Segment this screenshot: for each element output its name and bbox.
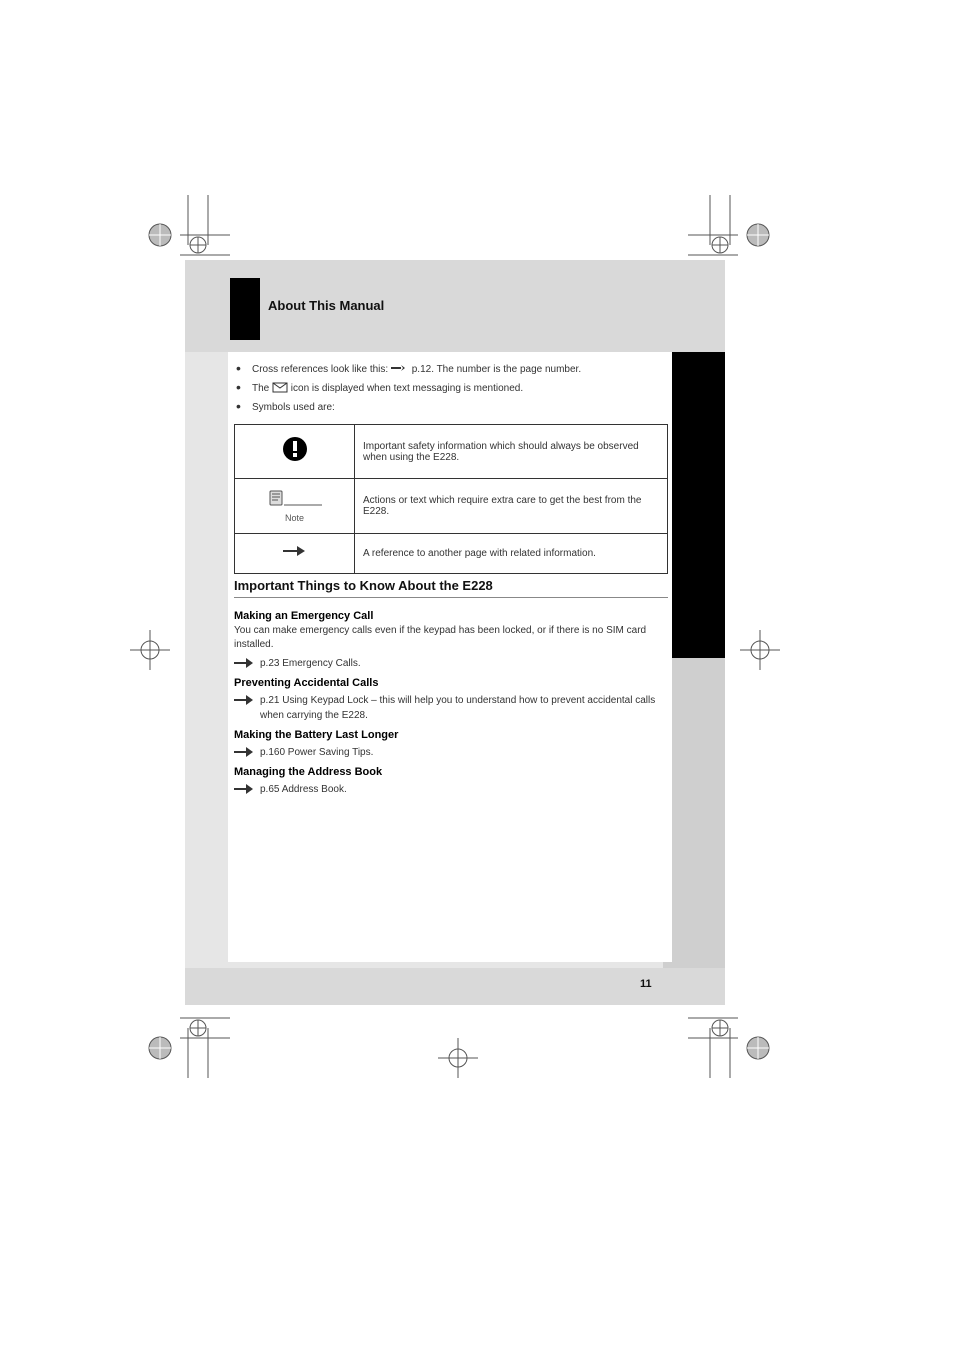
table-row: Important safety information which shoul… <box>235 425 668 479</box>
intro-bullets: Cross references look like this: p.12. T… <box>234 362 674 417</box>
bullet-item: Symbols used are: <box>234 400 674 415</box>
bullet-text: p.12. The number is the page number. <box>412 364 581 375</box>
bullet-text: Symbols used are: <box>252 402 335 413</box>
table-desc: Important safety information which shoul… <box>355 425 668 479</box>
cross-ref: p.21 Using Keypad Lock – this will help … <box>234 693 668 723</box>
table-desc: Actions or text which require extra care… <box>355 479 668 534</box>
topic-text: You can make emergency calls even if the… <box>234 624 668 652</box>
bullet-text: Cross references look like this: <box>252 364 391 375</box>
ref-text: p.160 Power Saving Tips. <box>260 747 373 758</box>
crop-mark-ml <box>120 620 180 680</box>
crop-mark-bc <box>428 1028 488 1088</box>
bullet-text: icon is displayed when text messaging is… <box>291 383 523 394</box>
hand-pointer-icon <box>234 694 254 711</box>
topic-heading: Making an Emergency Call <box>234 610 668 622</box>
symbols-table: Important safety information which shoul… <box>234 424 668 574</box>
bullet-item: The icon is displayed when text messagin… <box>234 381 674 398</box>
icon-cell <box>235 534 355 574</box>
page: About This Manual Cross references look … <box>0 0 954 1350</box>
icon-cell: Note <box>235 479 355 534</box>
cross-ref: p.23 Emergency Calls. <box>234 656 668 671</box>
cross-ref: p.65 Address Book. <box>234 782 668 797</box>
ref-text: p.65 Address Book. <box>260 784 347 795</box>
crop-mark-mr <box>730 620 790 680</box>
topic-block: Preventing Accidental Calls p.21 Using K… <box>234 677 668 723</box>
topic-block: Making an Emergency Call You can make em… <box>234 610 668 671</box>
topic-heading: Managing the Address Book <box>234 766 668 778</box>
topic-heading: Making the Battery Last Longer <box>234 729 668 741</box>
hand-pointer-icon <box>234 657 254 674</box>
topic-heading: Preventing Accidental Calls <box>234 677 668 689</box>
hand-pointer-icon <box>234 746 254 763</box>
header-bar <box>185 260 725 352</box>
icon-cell <box>235 425 355 479</box>
subsection: Important Things to Know About the E228 … <box>234 578 668 803</box>
bullet-text: The <box>252 383 272 394</box>
note-icon <box>268 494 322 511</box>
ref-text: p.21 Using Keypad Lock – this will help … <box>260 695 655 721</box>
table-row: Note Actions or text which require extra… <box>235 479 668 534</box>
hand-pointer-icon <box>391 362 409 379</box>
topic-block: Making the Battery Last Longer p.160 Pow… <box>234 729 668 760</box>
section-number-block <box>230 278 260 340</box>
topic-block: Managing the Address Book p.65 Address B… <box>234 766 668 797</box>
table-desc: A reference to another page with related… <box>355 534 668 574</box>
page-number: 11 <box>640 978 652 990</box>
subsection-title: Important Things to Know About the E228 <box>234 578 668 593</box>
note-label: Note <box>243 513 346 523</box>
section-title: About This Manual <box>268 298 384 313</box>
bullet-item: Cross references look like this: p.12. T… <box>234 362 674 379</box>
ref-text: p.23 Emergency Calls. <box>260 658 361 669</box>
cross-ref: p.160 Power Saving Tips. <box>234 745 668 760</box>
hand-pointer-icon <box>283 545 307 562</box>
divider <box>234 597 668 598</box>
hand-pointer-icon <box>234 783 254 800</box>
table-row: A reference to another page with related… <box>235 534 668 574</box>
warning-icon <box>281 450 309 467</box>
envelope-icon <box>272 382 288 398</box>
